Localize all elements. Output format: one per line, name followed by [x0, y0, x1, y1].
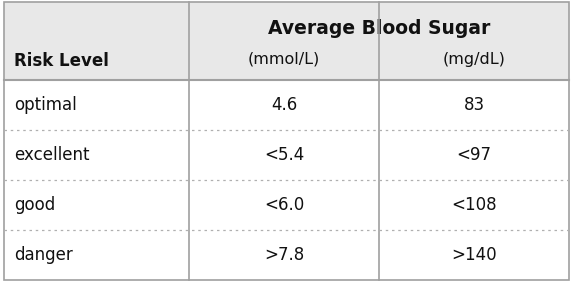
Text: Risk Level: Risk Level: [14, 52, 109, 70]
Text: Average Blood Sugar: Average Blood Sugar: [268, 19, 490, 38]
Text: 83: 83: [464, 96, 485, 114]
Text: 4.6: 4.6: [271, 96, 297, 114]
Text: danger: danger: [14, 246, 73, 264]
Text: (mmol/L): (mmol/L): [248, 52, 320, 67]
Text: <97: <97: [457, 146, 492, 164]
Text: (mg/dL): (mg/dL): [442, 52, 505, 67]
Bar: [4, 1, 569, 80]
Text: <6.0: <6.0: [264, 196, 304, 214]
Bar: [4, 80, 569, 280]
Text: >7.8: >7.8: [264, 246, 304, 264]
Text: <5.4: <5.4: [264, 146, 304, 164]
Text: optimal: optimal: [14, 96, 77, 114]
Text: >140: >140: [451, 246, 497, 264]
Text: excellent: excellent: [14, 146, 89, 164]
Text: good: good: [14, 196, 55, 214]
Text: <108: <108: [451, 196, 497, 214]
